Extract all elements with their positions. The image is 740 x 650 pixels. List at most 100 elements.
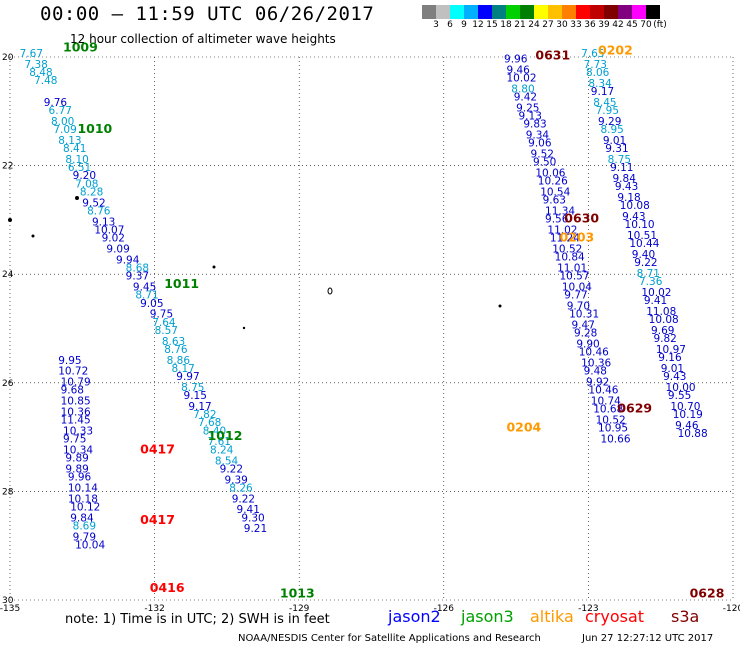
track-label: 0630 <box>564 211 599 226</box>
track-label: 1012 <box>208 428 243 443</box>
swh-reading: 11.45 <box>61 415 91 427</box>
swh-reading: 10.36 <box>61 406 91 418</box>
swh-reading: 9.13 <box>92 216 115 228</box>
swh-reading: 10.00 <box>666 382 696 394</box>
track-label: 0417 <box>140 441 175 456</box>
color-swatch <box>604 5 618 19</box>
color-swatch <box>464 5 478 19</box>
island-markers <box>8 196 502 330</box>
swh-reading: 8.48 <box>29 67 52 79</box>
color-swatch <box>562 5 576 19</box>
swh-reading: 10.18 <box>68 493 98 505</box>
swh-reading: 9.02 <box>102 233 125 245</box>
swh-reading: 9.96 <box>504 53 528 65</box>
swh-reading: 8.00 <box>51 116 74 128</box>
swh-reading: 9.28 <box>574 328 597 340</box>
swh-reading: 9.56 <box>545 214 569 226</box>
color-scale-label: (ft) <box>653 20 667 30</box>
map-grid <box>9 56 734 601</box>
track-label: 0202 <box>598 42 633 57</box>
swh-reading: 9.75 <box>150 309 173 321</box>
swh-reading: 10.74 <box>591 396 621 408</box>
swh-reading: 7.65 <box>581 48 604 60</box>
swh-reading: 8.76 <box>164 344 188 356</box>
swh-reading: 10.57 <box>559 271 589 283</box>
swh-reading: 7.68 <box>198 417 221 429</box>
swh-reading: 9.68 <box>61 385 84 397</box>
swh-reading: 8.69 <box>73 520 96 532</box>
swh-reading: 8.71 <box>637 268 660 280</box>
color-swatch <box>534 5 548 19</box>
swh-reading: 7.36 <box>639 276 663 288</box>
swh-reading: 7.95 <box>596 105 619 117</box>
color-swatch <box>478 5 492 19</box>
swh-reading: 8.68 <box>126 262 149 274</box>
swh-reading: 9.95 <box>58 355 81 367</box>
swh-reading: 9.92 <box>586 377 609 389</box>
swh-reading: 11.02 <box>547 224 577 236</box>
swh-reading: 10.02 <box>641 287 671 299</box>
color-scale-label: 18 <box>500 20 512 30</box>
swh-reading: 8.40 <box>203 425 226 437</box>
swh-reading: 7.82 <box>193 409 216 421</box>
island-dot <box>212 265 216 269</box>
swh-reading: 9.69 <box>651 325 674 337</box>
color-scale-label: 45 <box>626 20 638 30</box>
swh-reading: 9.37 <box>126 271 149 283</box>
island-dot <box>498 304 502 308</box>
map-subtitle: 12 hour collection of altimeter wave hei… <box>70 32 336 46</box>
swh-reading: 7.73 <box>584 59 607 71</box>
island-dot <box>242 326 246 330</box>
lat-tick-label: 30 <box>2 596 14 606</box>
color-swatch <box>492 5 506 19</box>
lat-tick-label: 26 <box>2 379 14 389</box>
island-dot <box>31 234 35 238</box>
swh-reading: 9.70 <box>567 300 590 312</box>
swh-reading: 8.45 <box>593 97 616 109</box>
track-label: 0203 <box>559 230 594 245</box>
swh-reading: 8.57 <box>155 325 178 337</box>
swh-reading: 9.40 <box>632 249 655 261</box>
swh-reading: 10.33 <box>63 425 93 437</box>
swh-reading: 10.88 <box>678 428 708 440</box>
swh-reading: 8.06 <box>586 67 610 79</box>
swh-reading: 9.96 <box>68 472 92 484</box>
track-label: 0629 <box>617 401 652 416</box>
color-swatch <box>450 5 464 19</box>
swh-reading: 10.70 <box>670 401 700 413</box>
swh-reading: 10.36 <box>581 358 611 370</box>
lon-tick-label: -132 <box>144 604 164 614</box>
swh-reading: 8.76 <box>87 205 111 217</box>
color-scale-label: 9 <box>461 20 467 30</box>
swh-reading: 9.09 <box>106 243 129 255</box>
swh-reading: 6.51 <box>68 162 91 174</box>
swh-reading: 9.25 <box>516 102 539 114</box>
color-swatch <box>506 5 520 19</box>
swh-reading: 9.50 <box>533 157 556 169</box>
color-swatch <box>422 5 436 19</box>
legend-s3a: s3a <box>671 607 700 626</box>
swh-reading: 8.10 <box>65 154 88 166</box>
swh-reading: 10.84 <box>555 252 585 264</box>
swh-reading: 9.41 <box>237 504 260 516</box>
swh-reading: 10.04 <box>75 539 105 551</box>
swh-reading: 9.31 <box>605 143 628 155</box>
swh-reading: 11.08 <box>646 306 676 318</box>
track-label: 0204 <box>506 420 541 435</box>
swh-reading: 9.41 <box>644 295 667 307</box>
footer-note: note: 1) Time is in UTC; 2) SWH is in fe… <box>65 612 330 627</box>
swh-reading: 8.28 <box>80 186 103 198</box>
swh-reading: 10.72 <box>58 366 88 378</box>
color-swatch <box>590 5 604 19</box>
island-dot <box>8 218 12 222</box>
legend-altika: altika <box>530 607 574 626</box>
swh-reading: 11.01 <box>557 262 587 274</box>
swh-readings: 7.677.388.487.48 9.766.778.007.098.138.41… <box>20 48 708 551</box>
swh-reading: 8.75 <box>181 382 204 394</box>
color-swatch <box>436 5 450 19</box>
lon-tick-label: -126 <box>434 604 455 614</box>
swh-reading: 8.41 <box>63 143 86 155</box>
color-scale-label: 36 <box>584 20 596 30</box>
color-scale-label: 27 <box>542 20 554 30</box>
lat-tick-label: 28 <box>2 487 14 497</box>
